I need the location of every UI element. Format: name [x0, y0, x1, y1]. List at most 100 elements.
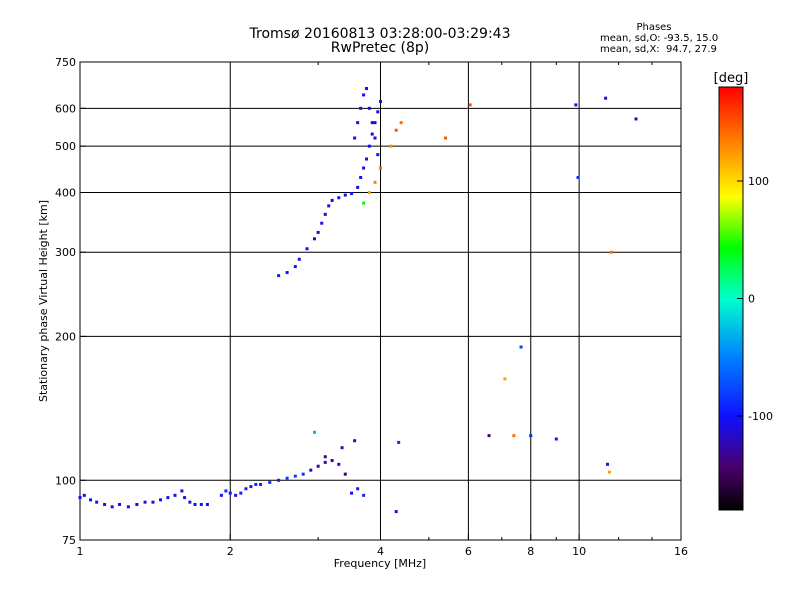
data-point: [487, 434, 491, 438]
data-point: [268, 480, 272, 484]
data-point: [574, 103, 578, 107]
data-point: [356, 121, 360, 125]
data-point: [118, 502, 122, 506]
data-point: [353, 439, 357, 443]
data-point: [110, 505, 114, 509]
data-point: [379, 166, 382, 170]
data-point: [554, 437, 558, 441]
data-points: [78, 87, 638, 514]
data-point: [259, 482, 263, 486]
data-point: [254, 482, 258, 486]
data-point: [305, 247, 309, 251]
data-point: [379, 100, 382, 104]
data-point: [224, 489, 228, 493]
data-point: [309, 468, 313, 472]
chart-subtitle: RwPretec (8p): [330, 40, 430, 56]
data-point: [343, 193, 347, 197]
data-point: [362, 93, 366, 97]
data-point: [370, 121, 374, 125]
y-tick-label: 600: [55, 102, 76, 115]
y-tick-label: 400: [55, 186, 76, 199]
data-point: [166, 496, 170, 500]
x-tick-label: 2: [227, 545, 234, 558]
colorbar-ticks: -100 0 100: [737, 175, 773, 423]
data-point: [394, 128, 398, 132]
data-point: [188, 500, 192, 504]
y-axis-label: Stationary phase Virtual Height [km]: [37, 200, 50, 402]
data-point: [285, 476, 289, 480]
data-point: [316, 230, 320, 234]
y-tick-label: 75: [62, 534, 76, 547]
colorbar-tick-label: -100: [748, 410, 773, 423]
data-point: [173, 493, 177, 497]
x-tick-label: 6: [465, 545, 472, 558]
data-point: [356, 185, 360, 189]
data-point: [367, 144, 371, 148]
data-point: [180, 489, 184, 493]
x-axis: 1 2 4 6 8 10 16: [77, 62, 688, 558]
data-point: [293, 474, 297, 478]
data-point: [359, 106, 363, 110]
data-point: [503, 377, 507, 381]
data-point: [95, 500, 99, 504]
y-tick-label: 300: [55, 246, 76, 259]
data-point: [399, 121, 403, 125]
data-point: [519, 345, 523, 349]
y-tick-label: 100: [55, 474, 76, 487]
data-point: [244, 487, 248, 491]
data-point: [199, 502, 203, 506]
data-point: [151, 500, 155, 504]
data-point: [389, 144, 393, 148]
data-point: [89, 498, 93, 502]
data-point: [340, 446, 344, 450]
data-point: [219, 493, 223, 497]
data-point: [353, 136, 357, 140]
data-point: [365, 157, 369, 161]
data-point: [337, 196, 341, 200]
data-point: [312, 237, 316, 241]
data-point: [234, 493, 238, 497]
data-point: [529, 434, 533, 438]
data-point: [312, 430, 316, 434]
phases-stats: Phases mean, sd,O: -93.5, 15.0 mean, sd,…: [600, 22, 718, 55]
data-point: [330, 198, 334, 202]
data-point: [634, 117, 638, 121]
data-point: [78, 496, 82, 500]
data-point: [239, 491, 243, 495]
colorbar-label: [deg]: [714, 71, 749, 86]
data-point: [343, 472, 347, 476]
phases-x-stats: mean, sd,X: 94.7, 27.9: [600, 44, 717, 55]
colorbar-tick-label: 0: [748, 293, 755, 306]
data-point: [356, 487, 360, 491]
x-axis-label: Frequency [MHz]: [334, 557, 426, 570]
data-point: [359, 175, 363, 179]
x-tick-label: 4: [377, 545, 384, 558]
data-point: [370, 132, 374, 136]
data-point: [397, 440, 401, 444]
data-point: [205, 502, 209, 506]
data-point: [373, 180, 377, 184]
y-tick-label: 200: [55, 330, 76, 343]
x-tick-label: 8: [527, 545, 534, 558]
data-point: [606, 462, 610, 466]
grid-lines: [80, 62, 681, 540]
data-point: [350, 192, 354, 196]
data-point: [320, 221, 324, 225]
data-point: [576, 175, 580, 179]
data-point: [301, 472, 305, 476]
data-point: [350, 491, 354, 495]
data-point: [327, 204, 331, 208]
data-point: [330, 458, 334, 462]
y-tick-label: 750: [55, 56, 76, 69]
data-point: [609, 250, 613, 254]
data-point: [512, 434, 516, 438]
data-point: [82, 493, 86, 497]
data-point: [126, 505, 130, 509]
data-point: [337, 462, 341, 466]
y-axis: 75 100 200 300 400 500 600 750: [55, 56, 86, 547]
data-point: [159, 498, 163, 502]
data-point: [604, 96, 608, 100]
data-point: [394, 510, 398, 514]
colorbar-tick-label: 100: [748, 175, 769, 188]
data-point: [607, 470, 611, 474]
